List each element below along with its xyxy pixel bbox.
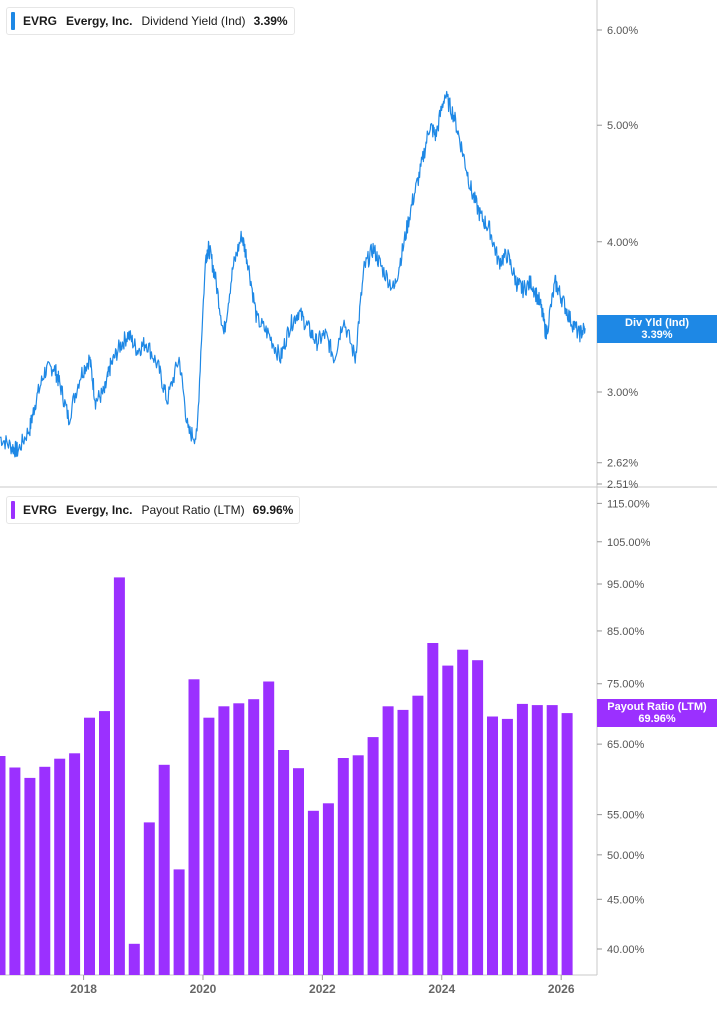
y-tick-label: 5.00% (607, 120, 638, 132)
payout-ratio-bar (322, 803, 334, 975)
x-tick-label: 2018 (70, 982, 97, 996)
payout-ratio-bar (487, 716, 498, 975)
payout-ratio-bar (472, 660, 484, 975)
payout-ratio-bar (143, 822, 155, 975)
legend-metric: Dividend Yield (Ind) (141, 14, 246, 28)
y-tick-label: 40.00% (607, 944, 645, 956)
payout-ratio-bar (54, 758, 66, 975)
payout-ratio-bar (397, 709, 409, 975)
payout-ratio-bar (203, 717, 215, 975)
payout-ratio-bar (99, 711, 110, 975)
dividend-yield-legend[interactable]: EVRG Evergy, Inc. Dividend Yield (Ind) 3… (6, 7, 295, 35)
y-tick-label: 4.00% (607, 237, 638, 249)
payout-ratio-bar (293, 768, 304, 975)
payout-ratio-bar (442, 665, 454, 975)
y-tick-label: 95.00% (607, 579, 645, 591)
x-tick-label: 2026 (548, 982, 575, 996)
legend-ticker: EVRG (23, 14, 58, 28)
payout-ratio-bar (352, 755, 364, 975)
y-tick-label: 85.00% (607, 626, 645, 638)
payout-ratio-bar (427, 643, 439, 975)
dividend-yield-line (0, 90, 586, 458)
legend-company: Evergy, Inc. (66, 14, 133, 28)
payout-ratio-bar (173, 869, 185, 975)
payout-ratio-bar (233, 703, 245, 975)
payout-ratio-bar (307, 810, 319, 975)
payout-ratio-bar (263, 681, 275, 975)
payout-ratio-bar (218, 706, 230, 975)
payout-ratio-bar (188, 679, 200, 975)
payout-ratio-bar (0, 756, 6, 975)
y-tick-label: 2.51% (607, 479, 638, 491)
payout-ratio-bar (69, 753, 81, 975)
legend-ticker: EVRG (23, 503, 58, 517)
y-tick-label: 55.00% (607, 810, 645, 822)
payout-ratio-bar (158, 764, 170, 975)
y-tick-label: 105.00% (607, 537, 651, 549)
x-tick-label: 2020 (190, 982, 217, 996)
payout-ratio-bar (248, 699, 260, 975)
payout-ratio-bar (382, 706, 394, 975)
legend-swatch-purple (11, 501, 15, 519)
tag-value: 69.96% (638, 713, 676, 726)
legend-value: 3.39% (253, 14, 288, 28)
y-tick-label: 50.00% (607, 850, 645, 862)
y-tick-label: 75.00% (607, 679, 645, 691)
payout-ratio-bar (367, 737, 379, 975)
payout-ratio-bar (412, 695, 424, 975)
payout-ratio-bar (39, 766, 51, 975)
y-tick-label: 3.00% (607, 387, 638, 399)
payout-ratio-bar (516, 703, 528, 975)
payout-ratio-legend[interactable]: EVRG Evergy, Inc. Payout Ratio (LTM) 69.… (6, 496, 301, 524)
payout-ratio-bar (546, 705, 558, 975)
legend-metric: Payout Ratio (LTM) (141, 503, 245, 517)
y-tick-label: 2.62% (607, 458, 638, 470)
y-tick-label: 115.00% (607, 498, 650, 510)
payout-ratio-bar (278, 750, 290, 975)
tag-label: Div Yld (Ind) (625, 317, 689, 330)
payout-ratio-bar (84, 717, 95, 975)
payout-ratio-bar (9, 767, 21, 975)
x-tick-label: 2022 (309, 982, 336, 996)
y-tick-label: 45.00% (607, 894, 645, 906)
legend-value: 69.96% (252, 503, 294, 517)
payout-ratio-bar (501, 718, 513, 975)
payout-ratio-price-tag: Payout Ratio (LTM) 69.96% (597, 699, 717, 728)
tag-value: 3.39% (641, 329, 673, 342)
x-tick-label: 2024 (428, 982, 455, 996)
y-tick-label: 65.00% (607, 739, 645, 751)
payout-ratio-bar (561, 713, 573, 975)
y-tick-label: 6.00% (607, 25, 638, 37)
payout-ratio-bar (24, 777, 36, 975)
payout-ratio-bar (457, 649, 469, 975)
legend-swatch-blue (11, 12, 15, 30)
payout-ratio-bar (128, 943, 140, 975)
tag-label: Payout Ratio (LTM) (607, 701, 707, 714)
payout-ratio-bar (337, 758, 349, 975)
payout-ratio-bar (113, 577, 125, 975)
payout-ratio-bar (531, 705, 543, 975)
dividend-yield-price-tag: Div Yld (Ind) 3.39% (597, 315, 717, 344)
legend-company: Evergy, Inc. (66, 503, 133, 517)
